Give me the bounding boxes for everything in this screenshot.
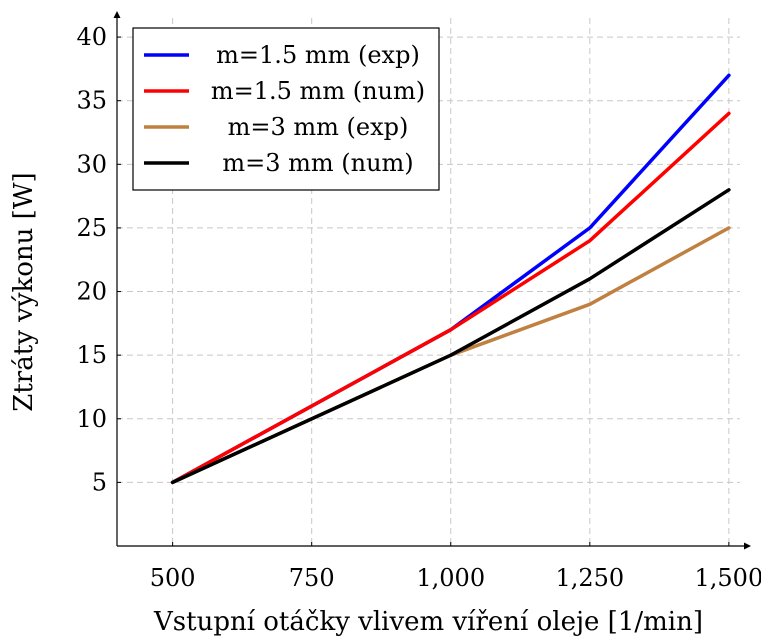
tick-labels: 500 750 1,000 1,250 1,500 5 10 15 20 25 30 35 40 <box>76 23 761 592</box>
legend: m=1.5 mm (exp) m=1.5 mm (num) m=3 mm (exp)… <box>132 27 440 191</box>
y-tick-label: 25 <box>76 214 107 242</box>
y-tick-label: 35 <box>76 87 107 115</box>
y-tick-label: 20 <box>76 278 107 306</box>
y-axis-title: Ztráty výkonu [W] <box>9 172 39 411</box>
legend-label: m=3 mm (exp) <box>228 113 409 141</box>
legend-label: m=1.5 mm (exp) <box>216 41 420 69</box>
series-group <box>170 73 731 485</box>
x-tick-label: 1,500 <box>695 564 761 592</box>
y-axis-arrow <box>113 11 121 18</box>
x-axis-arrow <box>744 542 751 550</box>
legend-label: m=3 mm (num) <box>222 149 413 177</box>
x-tick-label: 500 <box>150 564 196 592</box>
series-line <box>170 188 731 485</box>
x-tick-label: 750 <box>289 564 335 592</box>
axes <box>113 11 751 550</box>
y-tick-label: 10 <box>76 405 107 433</box>
x-axis-title: Vstupní otáčky vlivem víření oleje [1/mi… <box>153 607 703 637</box>
legend-label: m=1.5 mm (num) <box>211 77 425 105</box>
y-tick-label: 30 <box>76 150 107 178</box>
x-tick-label: 1,250 <box>555 564 624 592</box>
x-tick-label: 1,000 <box>416 564 485 592</box>
y-tick-label: 5 <box>92 468 107 496</box>
y-tick-label: 15 <box>76 341 107 369</box>
series-line <box>170 111 731 485</box>
y-tick-label: 40 <box>76 23 107 51</box>
